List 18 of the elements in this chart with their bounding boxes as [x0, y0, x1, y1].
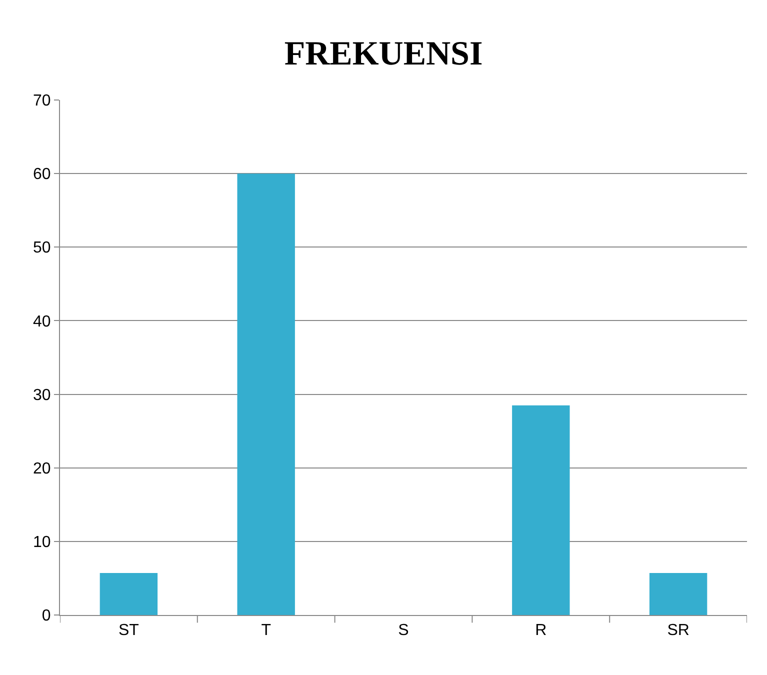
y-tick-label: 70 — [33, 92, 51, 110]
bar — [237, 174, 295, 615]
x-tick-label: SR — [667, 622, 690, 640]
bar — [512, 405, 570, 615]
chart-title: FREKUENSI — [284, 35, 483, 72]
y-tick-label: 50 — [33, 240, 51, 257]
x-tick-label: T — [261, 622, 272, 640]
bar — [100, 573, 158, 615]
y-tick-label: 40 — [33, 313, 51, 330]
y-tick-label: 60 — [33, 166, 51, 184]
x-tick-label: S — [398, 622, 409, 640]
x-tick-label: ST — [118, 622, 140, 640]
bar — [649, 573, 708, 615]
y-tick-label: 20 — [33, 460, 51, 478]
x-tick-label: R — [535, 622, 547, 640]
y-tick-label: 10 — [33, 534, 51, 552]
y-tick-label: 0 — [42, 608, 51, 625]
y-tick-label: 30 — [33, 386, 51, 404]
